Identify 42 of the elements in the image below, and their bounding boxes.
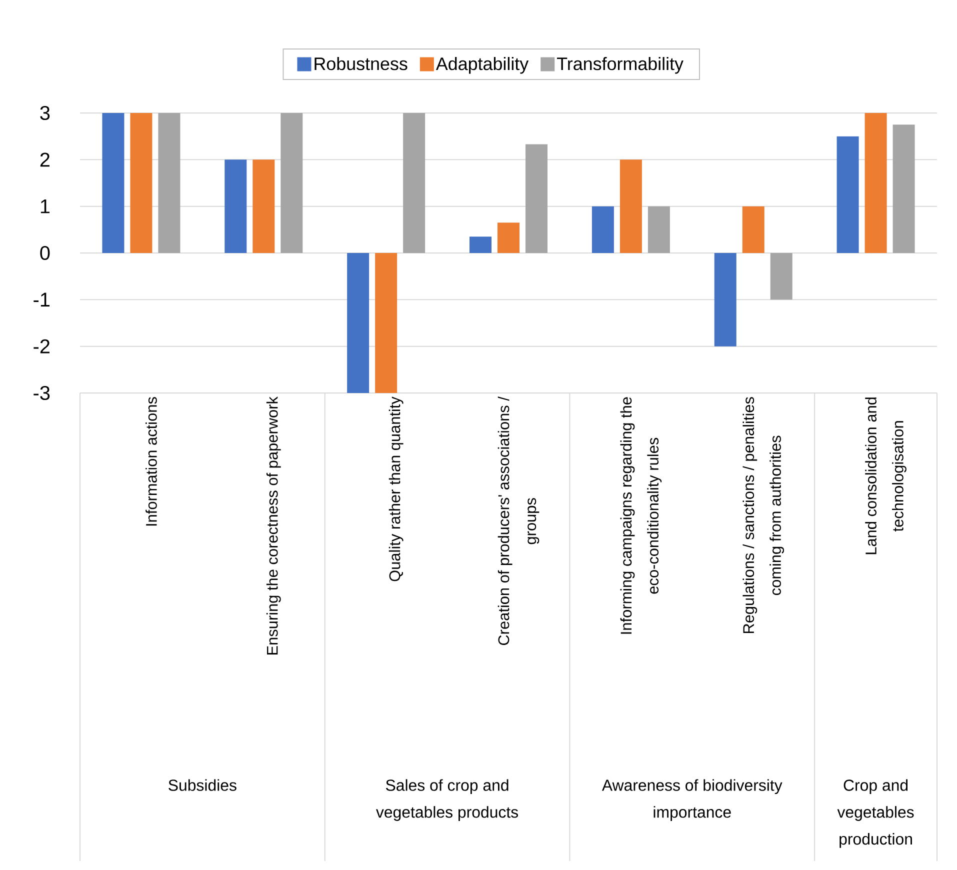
x-tick-label: Quality rather than quantity (388, 396, 404, 582)
y-tick-label: -1 (34, 292, 50, 307)
bar (158, 112, 180, 253)
x-tick-label: Land consolidation and technologisation (865, 398, 906, 554)
bar (375, 252, 398, 393)
y-tick-label: -3 (34, 386, 50, 400)
y-tick-label: 0 (40, 246, 50, 260)
bar (620, 160, 642, 253)
bar (742, 206, 764, 253)
y-tick-label: -2 (34, 339, 50, 354)
y-tick-label: 1 (40, 199, 50, 214)
text: Crop and vegetables production (837, 779, 914, 848)
legend-label: Robustness (314, 57, 408, 70)
bar (892, 124, 915, 253)
bar (224, 160, 247, 253)
y-tick-label: 3 (40, 106, 50, 120)
text: Sales of crop and vegetables products (376, 779, 518, 821)
y-tick-label: 2 (40, 152, 50, 167)
bar (347, 252, 370, 393)
bar (470, 236, 492, 253)
bar (280, 112, 303, 253)
bar (498, 222, 520, 253)
bar (252, 160, 275, 253)
bar (648, 206, 670, 253)
bar (403, 112, 426, 253)
bar (526, 144, 548, 253)
bar (864, 112, 887, 253)
bar (102, 112, 124, 253)
bar (770, 252, 792, 300)
x-tick-label: Information actions (146, 397, 157, 526)
x-tick-label: Regulations / sanctions / penalities coming from authorities (742, 397, 784, 634)
x-tick-label: Ensuring the corectness of paperwork (266, 396, 281, 654)
bar (592, 206, 614, 253)
bar (836, 136, 859, 253)
text: Awareness of biodiversity importance (602, 779, 782, 821)
text: Subsidies (168, 779, 236, 791)
bar (714, 252, 736, 346)
x-tick-label: Informing campaigns regarding the eco-conditionality rules (620, 397, 662, 634)
bar (130, 112, 152, 253)
x-tick-label: Creation of producers' associations / groups (498, 396, 540, 646)
legend-label: Adaptability (436, 57, 529, 74)
legend-label: Transformability (557, 57, 684, 74)
